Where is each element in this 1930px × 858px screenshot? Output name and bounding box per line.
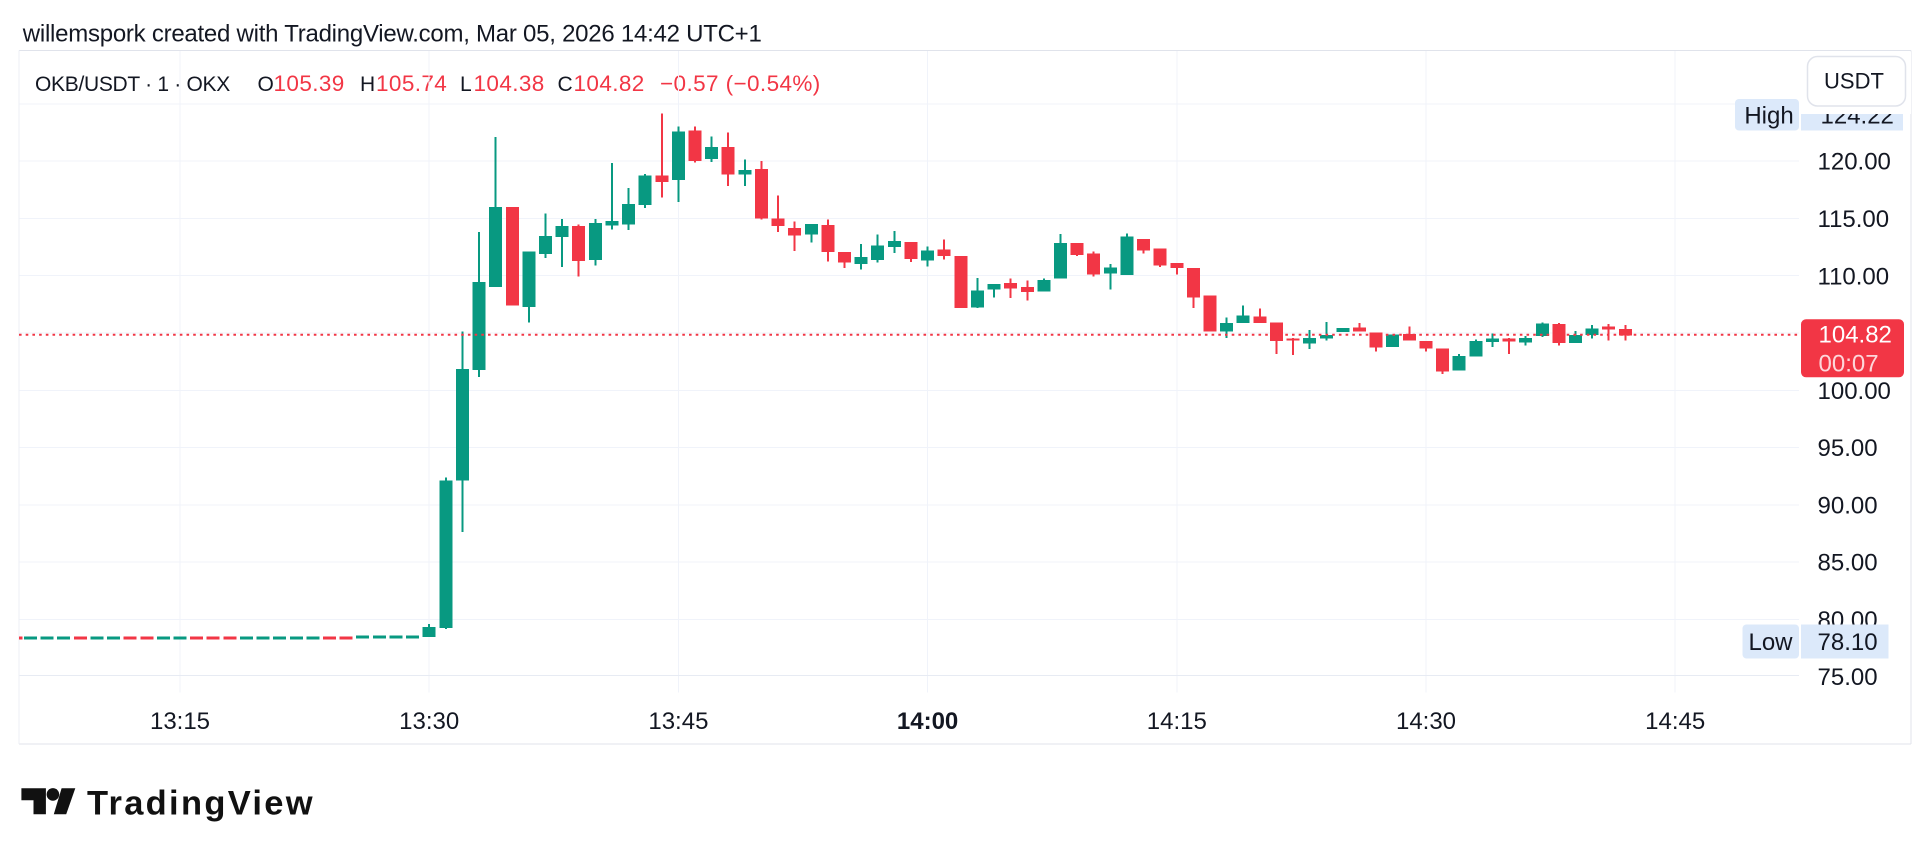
svg-text:100.00: 100.00: [1818, 378, 1891, 405]
svg-text:95.00: 95.00: [1818, 435, 1878, 462]
svg-text:L: L: [460, 73, 472, 96]
svg-text:Low: Low: [1748, 629, 1793, 656]
svg-text:115.00: 115.00: [1818, 206, 1890, 233]
svg-text:120.00: 120.00: [1818, 149, 1891, 176]
svg-text:104.38: 104.38: [474, 71, 545, 96]
svg-text:USDT: USDT: [1824, 68, 1884, 93]
svg-text:−0.57 (−0.54%): −0.57 (−0.54%): [660, 71, 821, 96]
svg-text:00:07: 00:07: [1819, 350, 1879, 377]
svg-text:85.00: 85.00: [1818, 550, 1878, 577]
svg-text:14:00: 14:00: [897, 708, 958, 735]
svg-text:14:15: 14:15: [1147, 708, 1207, 735]
svg-text:14:45: 14:45: [1645, 708, 1705, 735]
svg-text:78.10: 78.10: [1818, 629, 1878, 656]
svg-text:110.00: 110.00: [1818, 263, 1890, 290]
svg-text:104.82: 104.82: [574, 71, 645, 96]
svg-text:willemspork created with Tradi: willemspork created with TradingView.com…: [22, 21, 762, 48]
svg-text:90.00: 90.00: [1818, 492, 1878, 519]
svg-text:13:15: 13:15: [150, 708, 210, 735]
svg-text:OKB/USDT · 1 · OKX: OKB/USDT · 1 · OKX: [35, 73, 230, 96]
svg-text:High: High: [1744, 102, 1793, 129]
svg-text:13:30: 13:30: [399, 708, 459, 735]
svg-text:14:30: 14:30: [1396, 708, 1456, 735]
svg-text:13:45: 13:45: [648, 708, 708, 735]
svg-text:O: O: [258, 73, 274, 96]
svg-text:TradingView: TradingView: [87, 784, 315, 822]
svg-text:104.82: 104.82: [1819, 321, 1892, 348]
svg-text:105.74: 105.74: [376, 71, 447, 96]
svg-text:C: C: [558, 73, 573, 96]
svg-text:105.39: 105.39: [274, 71, 345, 96]
svg-text:75.00: 75.00: [1818, 664, 1878, 691]
svg-text:H: H: [360, 73, 375, 96]
